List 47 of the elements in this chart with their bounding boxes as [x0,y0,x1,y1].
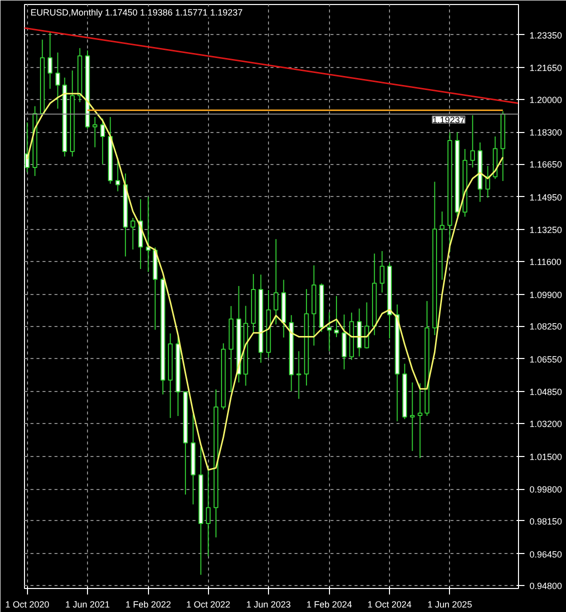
candlestick [410,382,415,452]
y-tick-label: 1.03200 [530,419,562,430]
y-tick-label: 1.08250 [530,322,562,332]
x-tick-label: 1 Oct 2022 [186,600,230,610]
line-series [26,92,504,471]
y-tick-label: 0.98150 [530,516,562,526]
candlestick [115,158,120,192]
y-tick-label: 1.21650 [530,63,562,74]
candlestick [418,382,422,459]
y-tick-label: 0.96450 [530,549,562,560]
x-tick-label: 1 Feb 2022 [125,600,172,610]
y-tick-label: 1.04850 [530,387,562,398]
x-tick-label: 1 Oct 2020 [5,600,50,610]
ref-line-label: 1.19237 [432,115,465,126]
candlestick [130,217,136,250]
y-tick-label: 1.14950 [530,192,562,202]
candlestick [440,211,444,280]
candlestick [380,250,384,294]
chart-title: EURUSD,Monthly 1.17450 1.19386 1.15771 1.19237 [30,8,243,18]
y-tick-label: 0.99800 [530,484,562,495]
y-tick-label: 1.18300 [530,128,562,138]
candlestick [48,32,52,90]
y-tick-label: 1.16650 [530,160,562,170]
candlestick [100,118,105,165]
y-tick-label: 1.06550 [530,354,562,364]
candlestick [274,238,278,325]
x-tick-label: 1 Feb 2024 [306,600,352,610]
candlestick [470,114,475,168]
y-tick-label: 1.01500 [530,452,562,462]
candlestick [342,314,347,370]
y-tick-label: 1.11600 [530,256,562,267]
y-tick-label: 1.13250 [530,225,562,236]
candlestick [146,196,151,272]
candlestick [334,296,339,338]
y-tick-label: 1.09900 [530,290,562,300]
candlestick [206,466,211,557]
x-tick-label: 1 Oct 2024 [368,600,412,610]
candlestick [92,116,98,148]
candlestick [296,350,302,400]
x-tick-label: 1 Jun 2021 [65,600,110,610]
y-tick-label: 1.23350 [530,30,562,40]
y-tick-label: 1.20000 [530,94,562,105]
x-tick-label: 1 Jun 2025 [428,600,472,610]
candlestick [55,52,60,110]
x-tick-label: 1 Jun 2023 [246,600,291,610]
candlestick [326,312,332,352]
y-tick-label: 0.94800 [530,581,562,592]
